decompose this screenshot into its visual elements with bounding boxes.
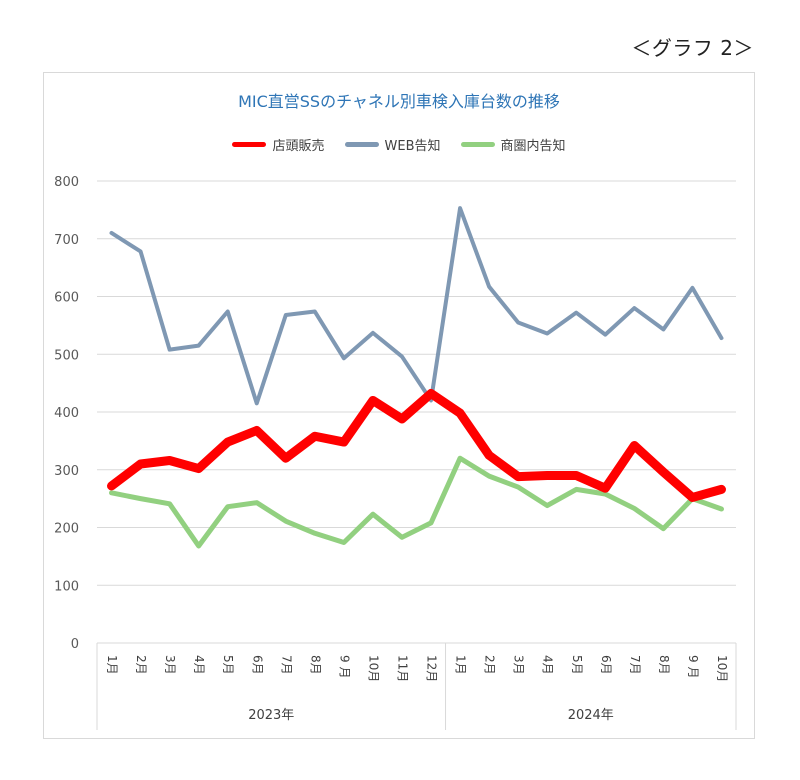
x-tick-label-13: 2月 [483, 655, 497, 675]
series-line-store-sales [107, 389, 726, 502]
legend-item-store-sales: 店頭販売 [232, 135, 325, 154]
x-tick-label-5: 6月 [250, 655, 264, 675]
x-tick-label-4: 5月 [221, 655, 235, 675]
series-line-trade-area-notice [109, 455, 724, 549]
x-tick-label-0: 1月 [105, 655, 119, 675]
x-tick-label-20: 9 月 [686, 655, 700, 678]
y-tick-label-200: 200 [54, 522, 79, 537]
legend-swatch-trade-area-notice [460, 142, 495, 147]
x-tick-label-17: 6月 [599, 655, 613, 675]
y-tick-label-300: 300 [54, 464, 79, 479]
y-tick-label-600: 600 [54, 291, 79, 306]
x-tick-label-9: 10月 [366, 655, 380, 682]
legend-item-trade-area-notice: 商圏内告知 [460, 135, 566, 154]
x-tick-label-21: 10月 [715, 655, 729, 682]
x-tick-label-15: 4月 [541, 655, 555, 675]
y-tick-label-800: 800 [54, 175, 79, 190]
x-tick-label-12: 1月 [454, 655, 468, 675]
x-tick-label-1: 2月 [134, 655, 148, 675]
x-tick-label-3: 4月 [192, 655, 206, 675]
chart-frame [43, 72, 755, 739]
x-tick-label-10: 11月 [395, 655, 409, 682]
legend-item-web-notice: WEB告知 [344, 135, 441, 154]
series-line-web-notice [109, 206, 724, 406]
chart-title: MIC直営SSのチャネル別車検入庫台数の推移 [238, 92, 560, 111]
x-tick-label-16: 5月 [570, 655, 584, 675]
year-group-label-0: 2023年 [248, 708, 294, 723]
legend-label-store-sales: 店頭販売 [272, 139, 325, 154]
y-tick-label-500: 500 [54, 348, 79, 363]
y-tick-label-100: 100 [54, 579, 79, 594]
legend: 店頭販売 WEB告知 商圏内告知 [43, 135, 755, 154]
x-tick-label-19: 8月 [657, 655, 671, 675]
x-tick-label-7: 8月 [308, 655, 322, 675]
y-tick-label-700: 700 [54, 233, 79, 248]
y-tick-label-0: 0 [71, 637, 79, 652]
legend-label-trade-area-notice: 商圏内告知 [500, 139, 566, 154]
x-tick-label-18: 7月 [628, 655, 642, 675]
graph-label: ＜グラフ 2＞ [631, 36, 754, 60]
legend-swatch-web-notice [344, 142, 379, 147]
year-group-label-1: 2024年 [568, 708, 614, 723]
y-tick-label-400: 400 [54, 406, 79, 421]
legend-label-web-notice: WEB告知 [384, 139, 441, 154]
x-tick-label-8: 9 月 [337, 655, 351, 678]
legend-swatch-store-sales [232, 142, 267, 147]
x-tick-label-6: 7月 [279, 655, 293, 675]
x-tick-label-11: 12月 [425, 655, 439, 682]
x-tick-label-14: 3月 [512, 655, 526, 675]
x-tick-label-2: 3月 [163, 655, 177, 675]
